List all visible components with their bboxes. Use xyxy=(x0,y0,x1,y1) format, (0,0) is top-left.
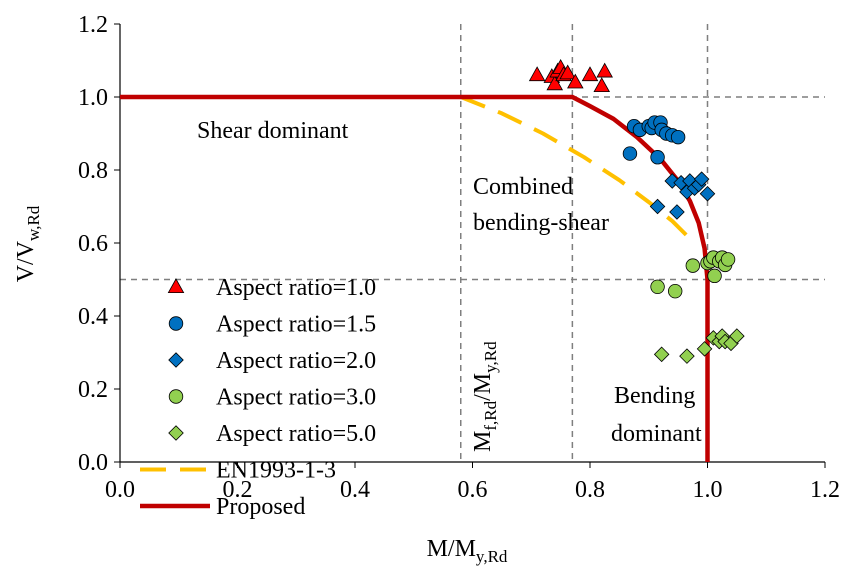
legend: Aspect ratio=1.0 Aspect ratio=1.5 Aspect r… xyxy=(140,275,376,520)
series-line-en1993-1-3 xyxy=(460,95,692,241)
data-point-aspect-ratio-3-0 xyxy=(720,252,736,267)
x-tick-label: 0.6 xyxy=(458,477,488,503)
x-tick-label: 1.0 xyxy=(693,477,723,503)
x-tick-label: 0.8 xyxy=(575,477,605,503)
legend-marker-aspect-ratio-3-0 xyxy=(168,389,184,404)
annotation-combined: Combined xyxy=(473,174,573,200)
series-line-proposed xyxy=(120,94,710,462)
annotation-bending: Bending xyxy=(614,383,695,409)
data-point-aspect-ratio-2-0 xyxy=(649,198,666,215)
y-tick-label: 1.2 xyxy=(78,12,108,38)
data-point-aspect-ratio-1-5 xyxy=(670,129,686,145)
annotation-shear-dominant: Shear dominant xyxy=(197,118,349,144)
legend-marker-aspect-ratio-1-0 xyxy=(167,278,185,294)
data-point-aspect-ratio-1-5 xyxy=(622,146,638,161)
legend-label: Aspect ratio=2.0 xyxy=(216,348,376,374)
legend-label: EN1993-1-3 xyxy=(216,458,336,484)
legend-marker-aspect-ratio-1-5 xyxy=(168,316,184,331)
x-axis-ticks: 0.0 0.2 0.4 0.6 0.8 1.0 1.2 xyxy=(105,462,840,503)
legend-label: Proposed xyxy=(216,494,305,520)
series-lines xyxy=(120,94,710,462)
y-tick-label: 0.4 xyxy=(78,304,108,330)
legend-marker-aspect-ratio-2-0 xyxy=(168,352,184,368)
data-point-aspect-ratio-1-0 xyxy=(546,75,564,91)
data-point-aspect-ratio-5-0 xyxy=(679,348,695,364)
x-tick-label: 1.2 xyxy=(810,477,840,503)
y-axis-ticks: 0.0 0.2 0.4 0.6 0.8 1.0 1.2 xyxy=(78,12,120,476)
legend-label: Aspect ratio=1.5 xyxy=(216,312,376,338)
y-tick-label: 1.0 xyxy=(78,85,108,111)
x-tick-label: 0.2 xyxy=(223,477,253,503)
data-markers xyxy=(528,58,745,364)
data-point-aspect-ratio-3-0 xyxy=(685,258,701,273)
y-axis-title: V/Vw,Rd xyxy=(13,205,43,282)
data-point-aspect-ratio-3-0 xyxy=(667,283,683,299)
annotation-bending-shear: bending-shear xyxy=(473,210,609,236)
legend-label: Aspect ratio=5.0 xyxy=(216,421,376,447)
y-tick-label: 0.2 xyxy=(78,377,108,403)
data-point-aspect-ratio-1-0 xyxy=(593,77,611,93)
y-tick-label: 0.8 xyxy=(78,158,108,184)
data-point-aspect-ratio-3-0 xyxy=(650,279,665,295)
data-point-aspect-ratio-5-0 xyxy=(729,328,745,344)
x-tick-label: 0.4 xyxy=(340,477,370,503)
x-axis-title: M/My,Rd xyxy=(427,536,508,566)
legend-label: Aspect ratio=3.0 xyxy=(216,385,376,411)
data-point-aspect-ratio-1-0 xyxy=(559,64,576,80)
data-point-aspect-ratio-5-0 xyxy=(696,341,713,357)
data-point-aspect-ratio-3-0 xyxy=(707,268,722,284)
data-point-aspect-ratio-1-0 xyxy=(596,62,613,78)
data-point-aspect-ratio-5-0 xyxy=(653,346,670,363)
x-tick-label: 0.0 xyxy=(105,477,135,503)
data-point-aspect-ratio-1-0 xyxy=(567,73,584,89)
annotation-dominant: dominant xyxy=(611,421,702,447)
y-tick-label: 0.0 xyxy=(78,450,108,476)
data-point-aspect-ratio-1-0 xyxy=(581,66,599,82)
annotation-mf-over-my: Mf,Rd/My,Rd xyxy=(470,341,500,452)
legend-marker-aspect-ratio-5-0 xyxy=(168,425,184,441)
data-point-aspect-ratio-1-5 xyxy=(650,150,665,165)
data-point-aspect-ratio-1-0 xyxy=(528,66,546,82)
data-point-aspect-ratio-2-0 xyxy=(669,204,685,220)
legend-label: Aspect ratio=1.0 xyxy=(216,275,376,301)
y-tick-label: 0.6 xyxy=(78,231,108,257)
data-point-aspect-ratio-2-0 xyxy=(699,185,716,202)
data-point-aspect-ratio-2-0 xyxy=(693,171,710,187)
